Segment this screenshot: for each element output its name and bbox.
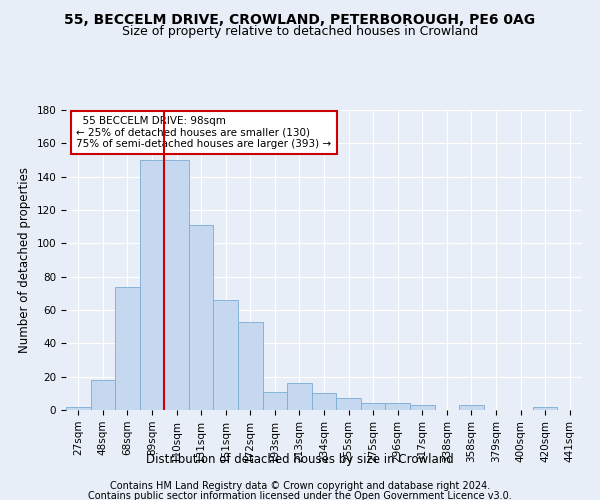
Bar bbox=[115, 286, 140, 410]
Text: 55, BECCELM DRIVE, CROWLAND, PETERBOROUGH, PE6 0AG: 55, BECCELM DRIVE, CROWLAND, PETERBOROUG… bbox=[64, 12, 536, 26]
Bar bbox=[385, 404, 410, 410]
Bar bbox=[336, 398, 361, 410]
Text: 55 BECCELM DRIVE: 98sqm
← 25% of detached houses are smaller (130)
75% of semi-d: 55 BECCELM DRIVE: 98sqm ← 25% of detache… bbox=[76, 116, 331, 149]
Bar bbox=[214, 300, 238, 410]
Bar bbox=[533, 406, 557, 410]
Bar bbox=[459, 405, 484, 410]
Bar bbox=[410, 405, 434, 410]
Bar bbox=[238, 322, 263, 410]
Bar bbox=[312, 394, 336, 410]
Bar bbox=[140, 160, 164, 410]
Y-axis label: Number of detached properties: Number of detached properties bbox=[18, 167, 31, 353]
Text: Contains public sector information licensed under the Open Government Licence v3: Contains public sector information licen… bbox=[88, 491, 512, 500]
Text: Size of property relative to detached houses in Crowland: Size of property relative to detached ho… bbox=[122, 25, 478, 38]
Text: Distribution of detached houses by size in Crowland: Distribution of detached houses by size … bbox=[146, 452, 454, 466]
Bar bbox=[66, 406, 91, 410]
Bar bbox=[361, 404, 385, 410]
Bar bbox=[91, 380, 115, 410]
Text: Contains HM Land Registry data © Crown copyright and database right 2024.: Contains HM Land Registry data © Crown c… bbox=[110, 481, 490, 491]
Bar bbox=[263, 392, 287, 410]
Bar bbox=[189, 225, 214, 410]
Bar bbox=[164, 160, 189, 410]
Bar bbox=[287, 384, 312, 410]
